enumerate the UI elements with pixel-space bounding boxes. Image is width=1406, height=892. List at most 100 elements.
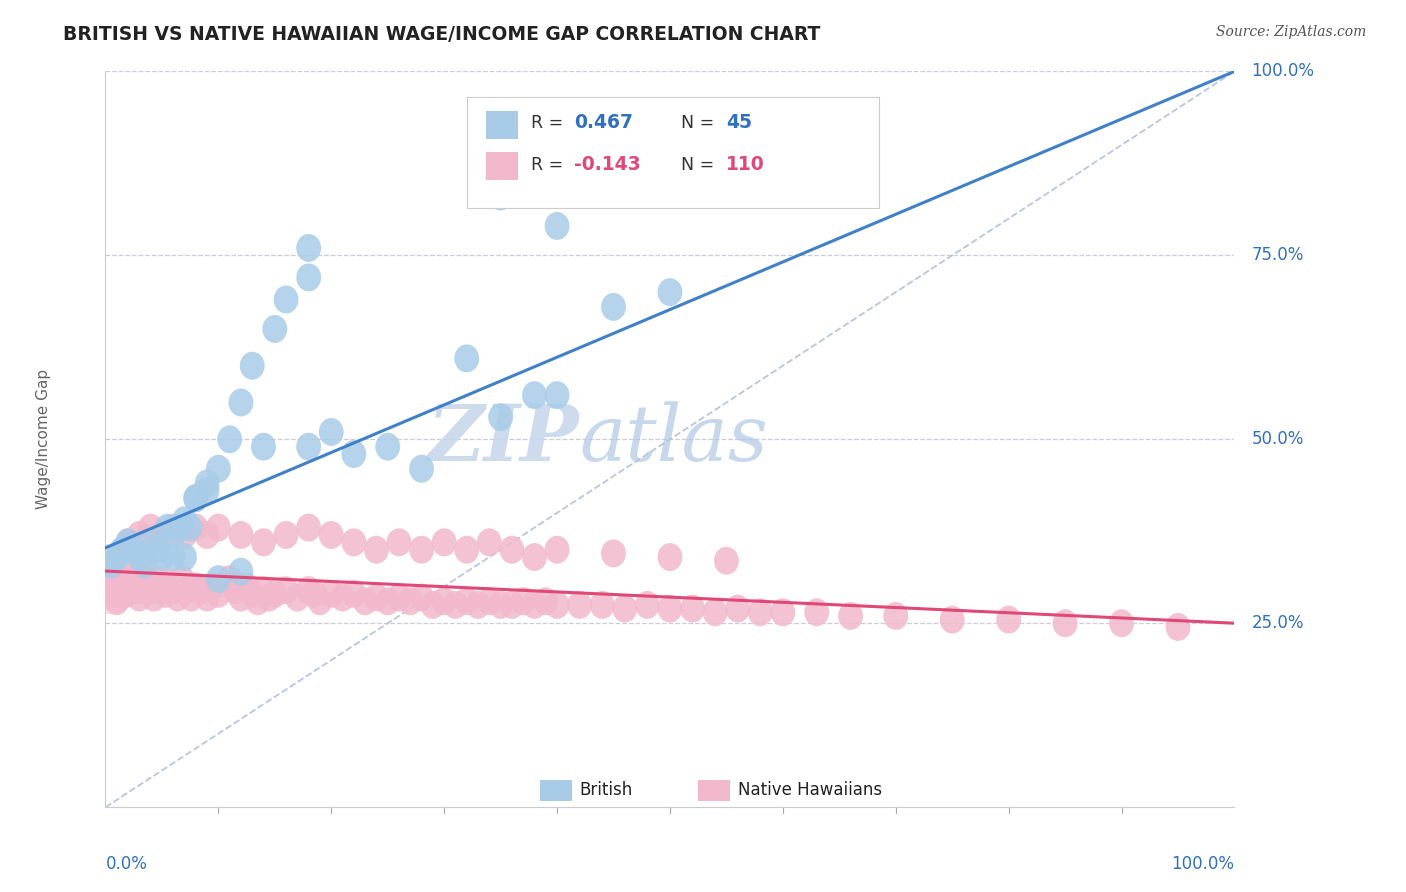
Text: 0.467: 0.467: [574, 113, 633, 132]
Text: British: British: [579, 781, 633, 799]
Ellipse shape: [997, 606, 1021, 633]
Ellipse shape: [205, 455, 231, 483]
Text: 50.0%: 50.0%: [1251, 430, 1303, 449]
Ellipse shape: [103, 580, 127, 607]
Ellipse shape: [127, 521, 152, 549]
Text: R =: R =: [531, 114, 569, 132]
Ellipse shape: [172, 507, 197, 534]
Text: -0.143: -0.143: [574, 155, 641, 174]
Ellipse shape: [252, 576, 276, 604]
Ellipse shape: [97, 566, 122, 593]
Ellipse shape: [499, 536, 524, 564]
Ellipse shape: [409, 536, 434, 564]
Text: Wage/Income Gap: Wage/Income Gap: [37, 369, 51, 509]
Ellipse shape: [297, 433, 321, 460]
Ellipse shape: [939, 606, 965, 633]
Ellipse shape: [544, 212, 569, 240]
Ellipse shape: [387, 583, 412, 612]
Ellipse shape: [297, 263, 321, 292]
Ellipse shape: [257, 583, 281, 612]
Ellipse shape: [183, 514, 208, 541]
Ellipse shape: [613, 595, 637, 623]
Ellipse shape: [121, 536, 146, 564]
Ellipse shape: [308, 587, 332, 615]
Ellipse shape: [319, 418, 343, 446]
Ellipse shape: [205, 514, 231, 541]
Ellipse shape: [160, 514, 186, 541]
Ellipse shape: [342, 580, 366, 607]
Ellipse shape: [364, 536, 389, 564]
Ellipse shape: [100, 573, 125, 600]
Ellipse shape: [398, 587, 423, 615]
Ellipse shape: [342, 440, 366, 468]
Ellipse shape: [174, 576, 200, 604]
Ellipse shape: [229, 521, 253, 549]
Ellipse shape: [375, 433, 401, 460]
Ellipse shape: [194, 477, 219, 505]
Ellipse shape: [252, 528, 276, 557]
Ellipse shape: [420, 591, 446, 619]
Ellipse shape: [149, 543, 174, 571]
Ellipse shape: [142, 583, 166, 612]
Ellipse shape: [1109, 609, 1135, 637]
Text: 100.0%: 100.0%: [1251, 62, 1315, 80]
Ellipse shape: [409, 455, 434, 483]
Ellipse shape: [477, 528, 502, 557]
Ellipse shape: [127, 543, 152, 571]
Ellipse shape: [156, 569, 181, 597]
Ellipse shape: [804, 599, 830, 626]
Ellipse shape: [229, 583, 253, 612]
Ellipse shape: [454, 587, 479, 615]
Ellipse shape: [297, 514, 321, 541]
Ellipse shape: [274, 576, 298, 604]
Ellipse shape: [714, 547, 738, 574]
Text: N =: N =: [682, 114, 720, 132]
Ellipse shape: [477, 587, 502, 615]
Ellipse shape: [205, 580, 231, 607]
Ellipse shape: [703, 599, 727, 626]
Ellipse shape: [183, 573, 208, 600]
Ellipse shape: [1053, 609, 1077, 637]
Ellipse shape: [319, 580, 343, 607]
Ellipse shape: [132, 550, 157, 578]
Text: R =: R =: [531, 156, 569, 174]
Text: 45: 45: [727, 113, 752, 132]
Ellipse shape: [149, 573, 174, 600]
Ellipse shape: [375, 587, 401, 615]
Ellipse shape: [79, 544, 141, 614]
FancyBboxPatch shape: [486, 153, 517, 180]
Ellipse shape: [115, 528, 141, 557]
Text: atlas: atlas: [579, 401, 769, 477]
Ellipse shape: [602, 293, 626, 321]
Text: 100.0%: 100.0%: [1171, 855, 1234, 873]
Ellipse shape: [179, 583, 204, 612]
Ellipse shape: [488, 591, 513, 619]
Ellipse shape: [274, 521, 298, 549]
Ellipse shape: [409, 583, 434, 612]
Ellipse shape: [194, 521, 219, 549]
Ellipse shape: [229, 389, 253, 417]
Ellipse shape: [155, 514, 180, 541]
Ellipse shape: [454, 536, 479, 564]
FancyBboxPatch shape: [486, 112, 517, 139]
Ellipse shape: [172, 543, 197, 571]
Ellipse shape: [138, 576, 163, 604]
Text: Source: ZipAtlas.com: Source: ZipAtlas.com: [1216, 25, 1367, 39]
Ellipse shape: [465, 591, 491, 619]
Ellipse shape: [443, 591, 468, 619]
Ellipse shape: [658, 278, 682, 306]
Ellipse shape: [98, 550, 124, 578]
Ellipse shape: [153, 580, 177, 607]
Ellipse shape: [499, 591, 524, 619]
FancyBboxPatch shape: [699, 780, 730, 801]
Ellipse shape: [567, 591, 592, 619]
Ellipse shape: [681, 595, 704, 623]
Ellipse shape: [170, 566, 194, 593]
Ellipse shape: [125, 576, 149, 604]
Ellipse shape: [319, 521, 343, 549]
Ellipse shape: [194, 469, 219, 498]
Text: 25.0%: 25.0%: [1251, 615, 1303, 632]
Ellipse shape: [160, 543, 186, 571]
Ellipse shape: [183, 484, 208, 512]
Ellipse shape: [205, 566, 231, 593]
